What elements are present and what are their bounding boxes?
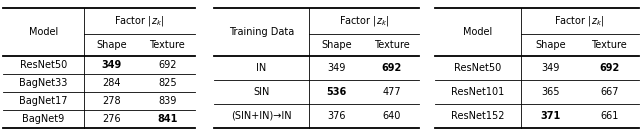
Text: BagNet33: BagNet33: [19, 78, 68, 88]
Text: 349: 349: [327, 63, 346, 73]
Text: 536: 536: [326, 87, 346, 97]
Text: Factor $|z_k|$: Factor $|z_k|$: [554, 14, 605, 28]
Text: 284: 284: [102, 78, 121, 88]
Text: 371: 371: [540, 111, 560, 121]
Text: Shape: Shape: [321, 40, 351, 50]
Text: 365: 365: [541, 87, 559, 97]
Text: 477: 477: [382, 87, 401, 97]
Text: 349: 349: [102, 60, 122, 70]
Text: IN: IN: [257, 63, 267, 73]
Text: Texture: Texture: [374, 40, 410, 50]
Text: 661: 661: [600, 111, 618, 121]
Text: Model: Model: [463, 27, 493, 37]
Text: BagNet9: BagNet9: [22, 114, 65, 124]
Text: ResNet50: ResNet50: [454, 63, 502, 73]
Text: 692: 692: [381, 63, 402, 73]
Text: Factor $|z_k|$: Factor $|z_k|$: [115, 14, 164, 28]
Text: Training Data: Training Data: [229, 27, 294, 37]
Text: Shape: Shape: [97, 40, 127, 50]
Text: 692: 692: [599, 63, 620, 73]
Text: ResNet50: ResNet50: [20, 60, 67, 70]
Text: Texture: Texture: [591, 40, 627, 50]
Text: 825: 825: [158, 78, 177, 88]
Text: 839: 839: [158, 96, 177, 106]
Text: ResNet152: ResNet152: [451, 111, 505, 121]
Text: 640: 640: [382, 111, 401, 121]
Text: BagNet17: BagNet17: [19, 96, 68, 106]
Text: ResNet101: ResNet101: [451, 87, 504, 97]
Text: SIN: SIN: [253, 87, 269, 97]
Text: 667: 667: [600, 87, 618, 97]
Text: Factor $|z_k|$: Factor $|z_k|$: [339, 14, 389, 28]
Text: 376: 376: [327, 111, 346, 121]
Text: Model: Model: [29, 27, 58, 37]
Text: 276: 276: [102, 114, 121, 124]
Text: (SIN+IN)→IN: (SIN+IN)→IN: [231, 111, 292, 121]
Text: Shape: Shape: [535, 40, 566, 50]
Text: 349: 349: [541, 63, 559, 73]
Text: 278: 278: [102, 96, 121, 106]
Text: 692: 692: [158, 60, 177, 70]
Text: 841: 841: [157, 114, 177, 124]
Text: Texture: Texture: [150, 40, 185, 50]
